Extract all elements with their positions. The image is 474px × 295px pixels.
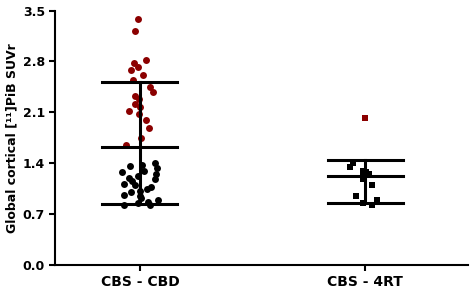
Point <box>131 94 138 99</box>
Point <box>139 72 146 77</box>
Point <box>365 172 373 176</box>
Point <box>135 97 143 101</box>
Point <box>134 65 142 70</box>
Point <box>368 202 375 207</box>
Point <box>125 176 133 180</box>
Point <box>359 174 367 179</box>
Point <box>137 135 145 140</box>
Point <box>369 183 376 187</box>
Y-axis label: Global cortical [¹¹]PiB SUVr: Global cortical [¹¹]PiB SUVr <box>6 43 18 233</box>
Point <box>134 201 141 206</box>
Point <box>346 165 354 169</box>
Point <box>136 194 144 198</box>
Point <box>131 29 139 33</box>
Point <box>146 85 154 89</box>
Point <box>138 162 146 167</box>
Point <box>120 203 128 208</box>
Point <box>359 200 366 205</box>
Point <box>136 104 143 109</box>
Point <box>129 77 137 82</box>
Point <box>154 197 162 202</box>
Point <box>137 196 145 201</box>
Point <box>125 109 133 113</box>
Point <box>147 184 155 189</box>
Point <box>142 58 150 62</box>
Point <box>130 60 138 65</box>
Point <box>131 101 139 106</box>
Point <box>126 164 134 168</box>
Point <box>135 17 142 22</box>
Point <box>359 177 367 182</box>
Point <box>374 197 381 202</box>
Point <box>361 116 369 121</box>
Point <box>149 90 156 94</box>
Point <box>120 181 128 186</box>
Point <box>132 183 139 187</box>
Point <box>362 170 370 174</box>
Point <box>128 68 135 73</box>
Point <box>146 126 153 131</box>
Point <box>128 190 135 195</box>
Point <box>153 166 161 171</box>
Point <box>146 202 154 207</box>
Point <box>120 192 128 197</box>
Point <box>135 112 143 116</box>
Point <box>122 143 130 148</box>
Point <box>140 168 147 173</box>
Point <box>352 194 359 198</box>
Point <box>359 168 366 173</box>
Point <box>152 161 159 165</box>
Point <box>143 186 150 191</box>
Point <box>152 172 160 176</box>
Point <box>349 161 357 165</box>
Point <box>152 177 159 182</box>
Point <box>145 199 152 204</box>
Point <box>134 174 142 179</box>
Point <box>136 189 144 193</box>
Point <box>128 179 136 184</box>
Point <box>142 117 150 122</box>
Point <box>118 170 126 174</box>
